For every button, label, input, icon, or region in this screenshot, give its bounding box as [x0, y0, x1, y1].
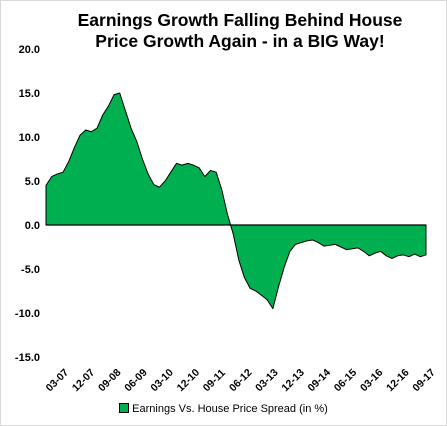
y-tick-label: -10.0 [15, 308, 40, 320]
x-tick-label: 06-09 [122, 367, 150, 395]
x-tick-label: 03-07 [44, 367, 72, 395]
chart-title-line-1: Earnings Growth Falling Behind House [77, 10, 403, 30]
series-area [45, 92, 427, 310]
y-tick-label: 15.0 [19, 88, 40, 100]
x-tick-label: 06-15 [332, 367, 360, 395]
x-tick-label: 12-07 [70, 367, 98, 395]
x-tick-label: 12-13 [279, 367, 307, 395]
y-tick-label: -15.0 [15, 352, 40, 364]
x-tick-label: 09-08 [96, 367, 124, 395]
x-tick-label: 12-16 [384, 367, 412, 395]
x-tick-label: 03-10 [148, 367, 176, 395]
x-tick-label: 12-10 [175, 367, 203, 395]
y-tick-label: 10.0 [19, 132, 40, 144]
chart-title: Earnings Growth Falling Behind House Pri… [40, 10, 440, 52]
x-tick-label: 03-13 [253, 367, 281, 395]
y-tick-label: 0.0 [25, 220, 40, 232]
chart-title-line-2: Price Growth Again - in a BIG Way! [95, 31, 385, 51]
y-tick-label: -5.0 [21, 264, 40, 276]
y-tick-label: 20.0 [19, 44, 40, 56]
x-tick-label: 06-12 [227, 367, 255, 395]
x-tick-label: 09-17 [410, 367, 438, 395]
legend-swatch [119, 403, 130, 413]
y-tick-label: 5.0 [25, 176, 40, 188]
x-tick-label: 09-11 [201, 367, 228, 394]
x-tick-label: 09-14 [306, 367, 334, 395]
legend-label: Earnings Vs. House Price Spread (in %) [132, 403, 328, 415]
chart-legend: Earnings Vs. House Price Spread (in %) [0, 403, 447, 415]
x-tick-label: 03-16 [358, 367, 386, 395]
